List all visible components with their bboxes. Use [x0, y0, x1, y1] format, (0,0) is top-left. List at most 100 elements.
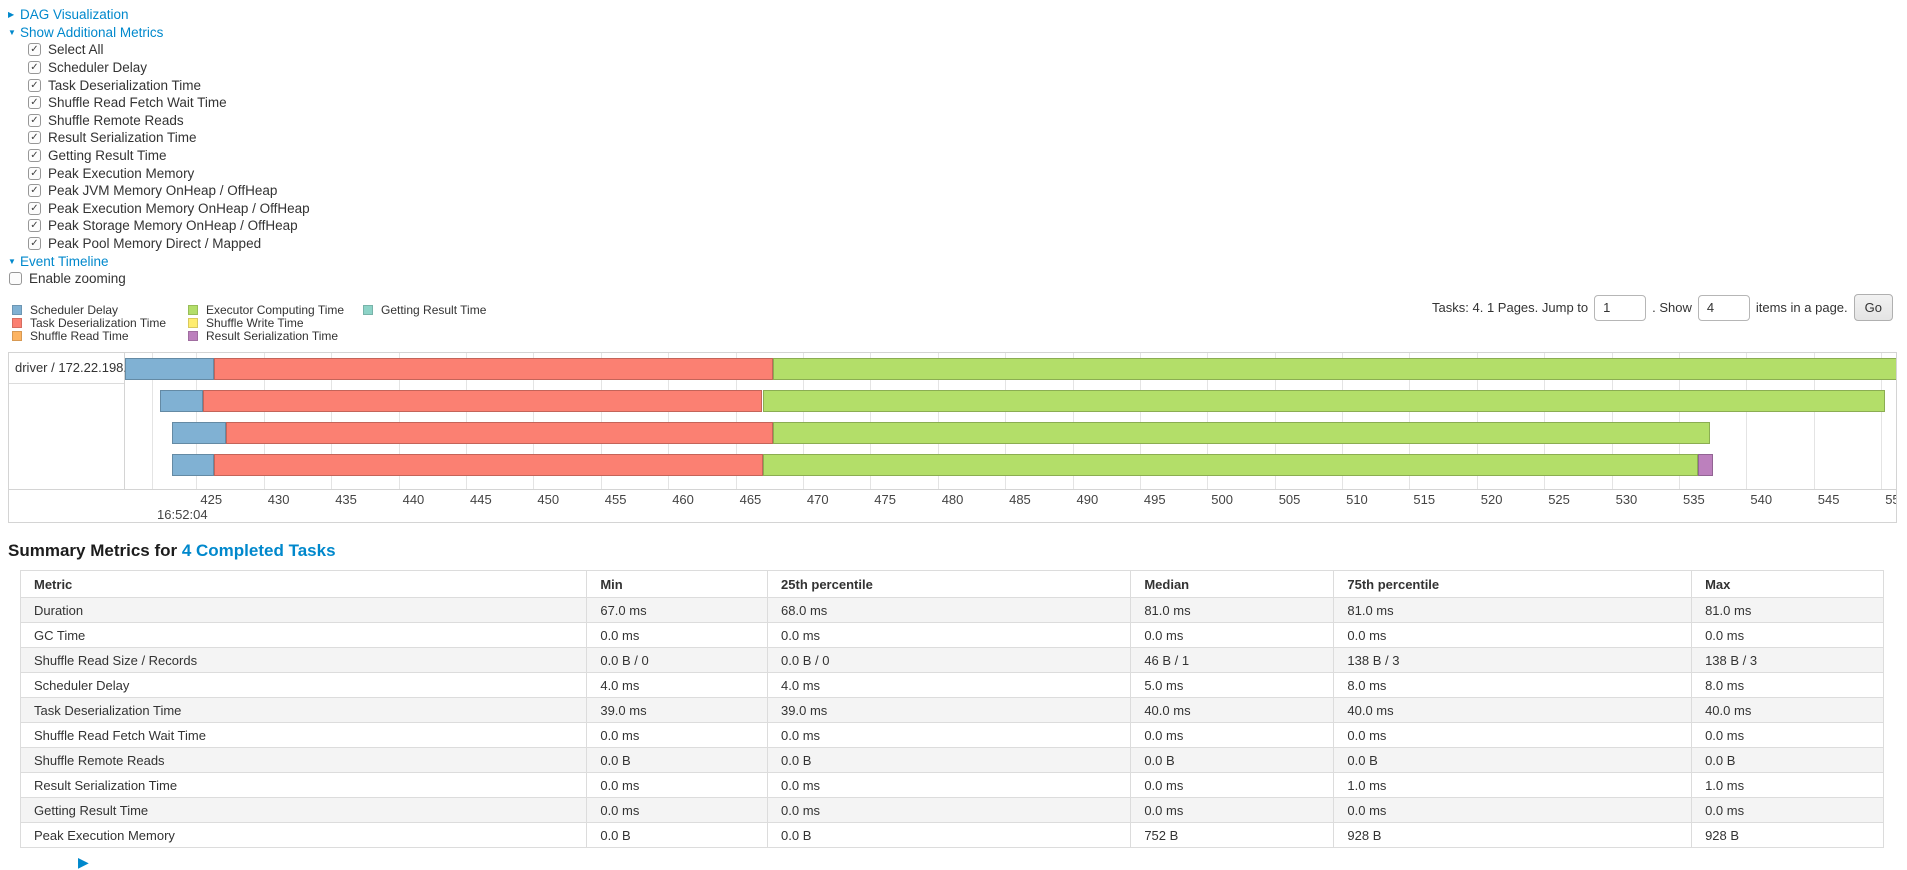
go-button[interactable]: Go — [1853, 294, 1893, 321]
metric-checkbox-row[interactable]: ✓ Getting Result Time — [8, 147, 310, 165]
task-bar-segment[interactable] — [762, 454, 1698, 476]
checkbox-checked-icon: ✓ — [28, 219, 41, 233]
section-event-timeline[interactable]: ▼ Event Timeline — [8, 252, 310, 270]
metric-checkbox-row[interactable]: ✓ Peak Execution Memory OnHeap / OffHeap — [8, 200, 310, 218]
metric-checkbox-row[interactable]: ✓ Shuffle Read Fetch Wait Time — [8, 94, 310, 112]
legend-item: Shuffle Write Time — [188, 316, 363, 330]
pagination-suffix-text: items in a page. — [1755, 300, 1848, 315]
metric-checkbox-list: ✓ Select All ✓ Scheduler Delay ✓ Task Deseria… — [8, 41, 310, 252]
table-cell: 5.0 ms — [1130, 672, 1335, 698]
timeline-gridline — [1746, 353, 1748, 489]
legend-label: Result Serialization Time — [206, 328, 339, 343]
timeline-plot[interactable] — [125, 353, 1896, 489]
timeline-tick-label: 495 — [1143, 492, 1166, 507]
metric-checkbox-label: Shuffle Read Fetch Wait Time — [48, 95, 227, 111]
table-header-cell: Max — [1691, 570, 1884, 598]
metric-checkbox-row[interactable]: ✓ Peak Storage Memory OnHeap / OffHeap — [8, 217, 310, 235]
timeline-tick-label: 470 — [806, 492, 829, 507]
legend-label: Getting Result Time — [381, 302, 487, 317]
metric-checkbox-label: Peak JVM Memory OnHeap / OffHeap — [48, 183, 278, 199]
metric-checkbox-label: Peak Execution Memory — [48, 165, 195, 181]
arrow-down-icon: ▼ — [8, 27, 16, 37]
table-cell: 0.0 ms — [1333, 722, 1693, 748]
timeline-gridline — [398, 353, 400, 489]
table-row: Shuffle Read Fetch Wait Time 0.0 ms 0.0 ms… — [19, 722, 1884, 748]
completed-tasks-link[interactable]: 4 Completed Tasks — [181, 541, 336, 560]
task-bar-segment[interactable] — [773, 358, 1896, 380]
metric-checkbox-row[interactable]: ✓ Scheduler Delay — [8, 59, 310, 77]
metric-checkbox-label: Getting Result Time — [48, 148, 167, 164]
table-cell: 39.0 ms — [586, 697, 769, 723]
table-cell: 0.0 B — [1130, 747, 1335, 773]
metric-checkbox-row[interactable]: ✓ Task Deserialization Time — [8, 76, 310, 94]
executor-group-label: driver / 172.22.198.104 — [9, 353, 149, 384]
task-bar-segment[interactable] — [214, 358, 774, 380]
task-bar-segment[interactable] — [226, 422, 774, 444]
task-bar-segment[interactable] — [160, 390, 204, 412]
legend-swatch-icon — [363, 304, 373, 315]
table-cell: Scheduler Delay — [19, 672, 588, 698]
task-bar-segment[interactable] — [172, 422, 227, 444]
timeline-gridline — [802, 353, 804, 489]
metric-checkbox-row[interactable]: ✓ Shuffle Remote Reads — [8, 112, 310, 130]
page-size-input[interactable] — [1697, 294, 1750, 321]
timeline-gridline — [1207, 353, 1209, 489]
table-cell: 0.0 ms — [767, 772, 1132, 798]
metric-checkbox-row[interactable]: ✓ Result Serialization Time — [8, 129, 310, 147]
timeline-tick-label: 445 — [470, 492, 492, 507]
table-cell: 0.0 B — [586, 747, 769, 773]
legend-swatch-icon — [188, 330, 198, 341]
table-cell: 0.0 ms — [1130, 772, 1335, 798]
jump-to-page-input[interactable] — [1594, 294, 1647, 321]
table-cell: 0.0 ms — [1691, 797, 1884, 823]
task-bar-segment[interactable] — [1697, 454, 1713, 476]
metric-checkbox-row[interactable]: ✓ Select All — [8, 41, 310, 59]
table-cell: 1.0 ms — [1691, 772, 1884, 798]
task-bar-segment[interactable] — [172, 454, 214, 476]
timeline-gridline — [1881, 353, 1883, 489]
table-cell: 138 B / 3 — [1691, 647, 1884, 673]
timeline-major-gridline — [152, 353, 153, 489]
metric-checkbox-label: Peak Pool Memory Direct / Mapped — [48, 236, 262, 252]
table-cell: 0.0 ms — [1333, 622, 1693, 648]
table-cell: 0.0 ms — [1130, 722, 1335, 748]
table-cell: 0.0 B — [1333, 747, 1693, 773]
metric-checkbox-label: Peak Execution Memory OnHeap / OffHeap — [48, 200, 310, 216]
section-show-additional-metrics[interactable]: ▼ Show Additional Metrics — [8, 24, 310, 42]
table-cell: 138 B / 3 — [1333, 647, 1693, 673]
task-bar-segment[interactable] — [762, 390, 1886, 412]
timeline-tick-label: 510 — [1346, 492, 1368, 507]
metric-checkbox-row[interactable]: ✓ Peak JVM Memory OnHeap / OffHeap — [8, 182, 310, 200]
checkbox-checked-icon: ✓ — [28, 149, 41, 163]
metric-checkbox-label: Peak Storage Memory OnHeap / OffHeap — [48, 218, 298, 234]
timeline-tick-label: 505 — [1278, 492, 1301, 507]
task-bar-segment[interactable] — [203, 390, 763, 412]
table-header-cell: 75th percentile — [1333, 570, 1693, 598]
legend-column: Getting Result Time — [363, 303, 523, 342]
timeline-gridline — [937, 353, 939, 489]
timeline-gridline — [1342, 353, 1344, 489]
legend-label: Shuffle Read Time — [30, 328, 129, 343]
legend-item: Task Deserialization Time — [12, 316, 188, 330]
metric-checkbox-row[interactable]: ✓ Peak Execution Memory — [8, 164, 310, 182]
legend-label: Executor Computing Time — [206, 302, 345, 317]
enable-zooming-checkbox[interactable]: Enable zooming — [8, 270, 310, 288]
timeline-gridline — [1476, 353, 1478, 489]
timeline-tick-label: 485 — [1009, 492, 1031, 507]
timeline-gridline — [466, 353, 467, 489]
table-row: Scheduler Delay 4.0 ms 4.0 ms 5.0 ms 8.0 ms 8… — [19, 672, 1884, 698]
cutoff-section-arrow[interactable]: ▶ — [78, 854, 89, 870]
legend-column: Scheduler Delay Task Deserialization Time… — [12, 303, 188, 343]
timeline-tick-label: 455 — [604, 492, 627, 507]
task-bar-segment[interactable] — [773, 422, 1710, 444]
timeline-tick-label: 530 — [1615, 492, 1638, 507]
metric-checkbox-label: Scheduler Delay — [48, 60, 148, 76]
section-dag-visualization[interactable]: ▶ DAG Visualization — [8, 6, 310, 24]
table-cell: 0.0 ms — [767, 622, 1132, 648]
checkbox-checked-icon: ✓ — [28, 113, 41, 127]
task-bar-segment[interactable] — [125, 358, 214, 380]
timeline-major-tick-label: 16:52:04 — [157, 507, 208, 522]
checkbox-checked-icon: ✓ — [28, 237, 41, 251]
task-bar-segment[interactable] — [214, 454, 763, 476]
metric-checkbox-row[interactable]: ✓ Peak Pool Memory Direct / Mapped — [8, 235, 310, 253]
